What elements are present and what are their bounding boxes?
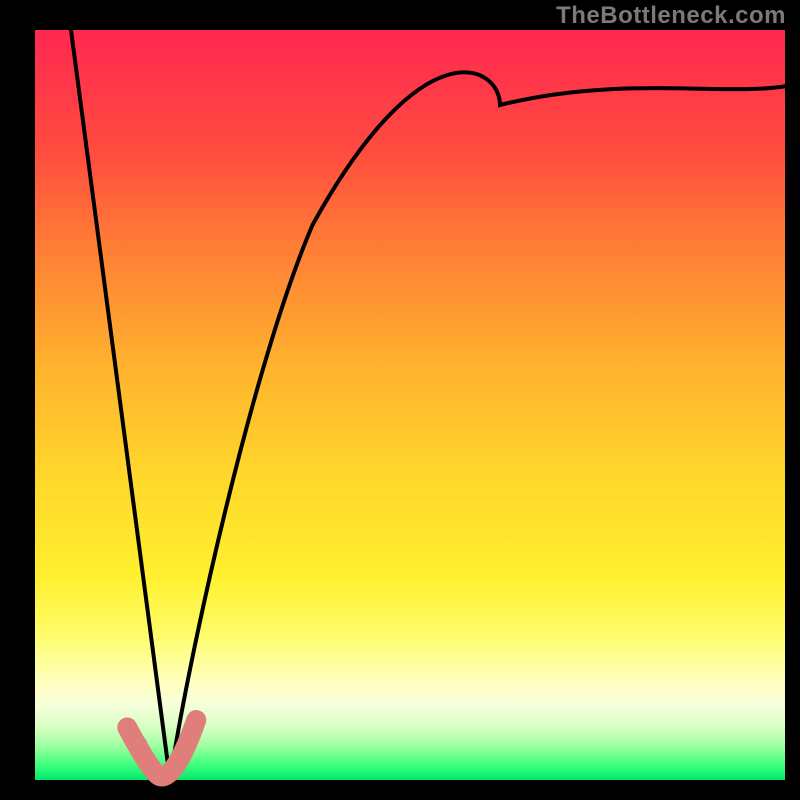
chart-container: TheBottleneck.com bbox=[0, 0, 800, 800]
watermark-text: TheBottleneck.com bbox=[556, 2, 786, 30]
plot-area bbox=[35, 30, 785, 780]
chart-svg bbox=[0, 0, 800, 800]
marker-dot bbox=[131, 736, 147, 752]
marker-dot bbox=[141, 752, 155, 766]
